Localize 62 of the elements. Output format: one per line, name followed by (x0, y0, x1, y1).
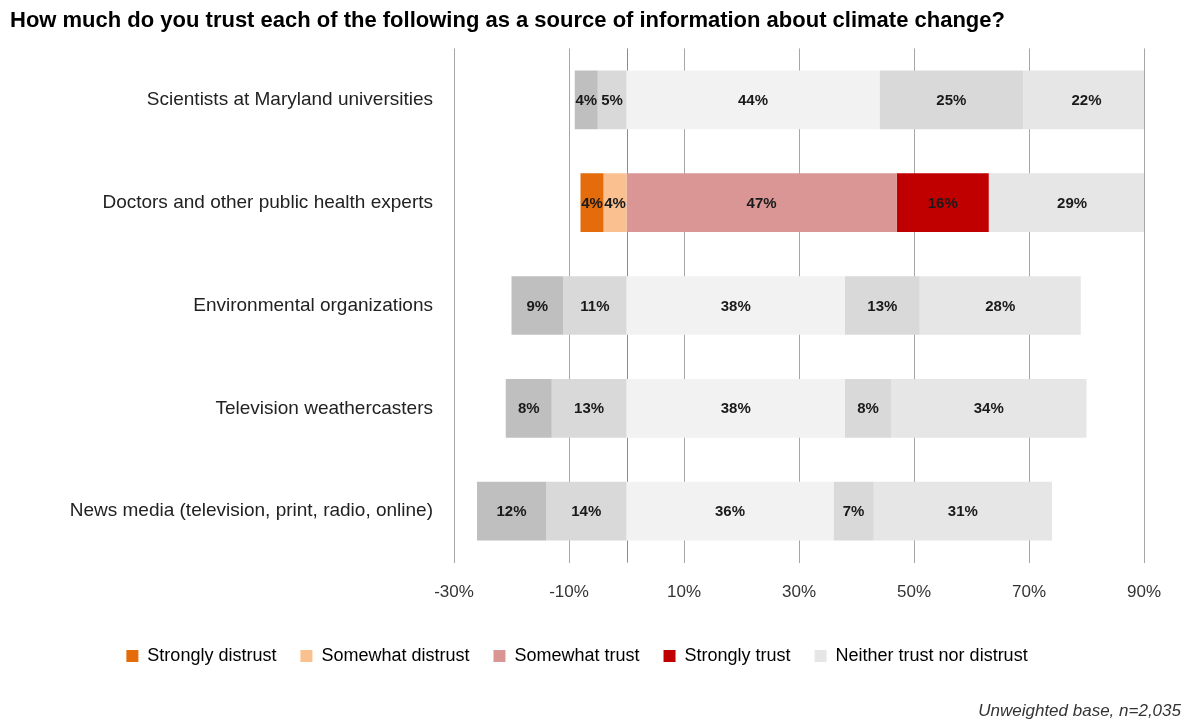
chart-title: How much do you trust each of the following as a source of information about climate change? (10, 7, 1005, 33)
bar (511, 276, 564, 335)
data-label: 29% (1057, 193, 1088, 211)
bar (873, 481, 1052, 541)
y-tick-label: Environmental organizations (193, 293, 433, 315)
bar (597, 70, 627, 130)
text: Unweighted base, n=2,035 (978, 701, 1182, 720)
data-label: 31% (947, 502, 978, 520)
data-label: 13% (574, 399, 605, 417)
data-label: 38% (720, 399, 751, 417)
x-tick-label: -30% (434, 582, 474, 602)
y-tick-label: Scientists at Maryland universities (146, 88, 433, 110)
y-tick-label: Television weathercasters (215, 396, 433, 418)
bar (891, 379, 1087, 438)
data-label: 28% (985, 296, 1016, 314)
x-tick-label: -10% (549, 582, 589, 602)
bar (626, 276, 845, 335)
data-label: 38% (720, 296, 751, 314)
bar (505, 379, 552, 438)
x-tick-label: 10% (666, 582, 702, 602)
bar (626, 70, 880, 130)
data-label: 5% (601, 90, 623, 108)
data-label: 16% (927, 193, 958, 211)
x-tick-label: 50% (896, 582, 932, 602)
data-label: 4% (575, 90, 598, 108)
x-tick-label: 30% (781, 582, 817, 602)
bar (546, 481, 627, 541)
data-label: 22% (1071, 90, 1102, 108)
bar (551, 379, 627, 438)
data-label: 13% (867, 296, 898, 314)
bar (563, 276, 627, 335)
data-label: 36% (714, 502, 746, 520)
data-label: 25% (936, 90, 967, 108)
x-tick-label: 70% (1011, 582, 1047, 602)
legend-label: Somewhat trust (514, 644, 640, 665)
bar (919, 276, 1081, 335)
data-label: 9% (526, 296, 549, 314)
bar (626, 379, 845, 438)
data-label: 34% (973, 399, 1004, 417)
x-tick-label: 90% (1126, 582, 1162, 602)
bar (626, 481, 834, 541)
bar (626, 173, 897, 232)
bar (845, 379, 891, 438)
bar (833, 481, 874, 541)
data-label: 12% (496, 502, 527, 520)
data-label: 47% (746, 193, 777, 211)
y-tick-label: Doctors and other public health experts (102, 190, 433, 212)
data-label: 7% (842, 502, 865, 520)
data-label: 8% (857, 399, 879, 417)
data-label: 8% (517, 399, 540, 417)
data-label: 14% (571, 502, 602, 520)
y-tick-label: News media (television, print, radio, online) (69, 499, 433, 521)
data-label: 4% (604, 193, 626, 211)
legend-label: Neither trust nor distrust (835, 644, 1028, 665)
data-label: 4% (581, 193, 603, 211)
bar (845, 276, 920, 335)
data-label: 44% (737, 90, 769, 108)
data-label: 11% (580, 296, 610, 314)
legend-label: Strongly trust (684, 644, 791, 665)
legend-label: Somewhat distrust (321, 644, 470, 665)
legend-label: Strongly distrust (147, 644, 277, 665)
bar (477, 481, 546, 541)
